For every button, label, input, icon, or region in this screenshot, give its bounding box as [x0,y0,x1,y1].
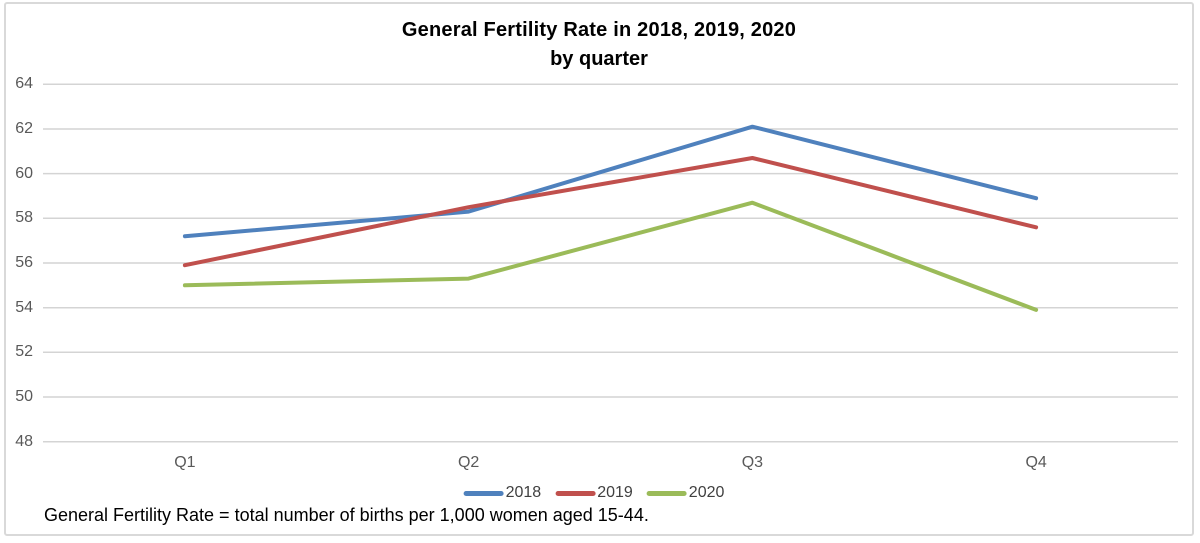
chart-subtitle: by quarter [550,48,648,70]
chart-footnote: General Fertility Rate = total number of… [44,505,649,525]
series-line-2018 [182,124,1039,239]
x-tick-label-Q2: Q2 [457,454,480,471]
y-tick-label-48: 48 [15,432,33,450]
title-block: General Fertility Rate in 2018, 2019, 20… [0,15,1198,74]
y-tick-label-54: 54 [15,298,33,316]
series-line-2019 [182,156,1039,268]
legend-label-2019: 2019 [597,484,633,501]
y-tick-label-62: 62 [15,119,33,137]
legend-label-2018: 2018 [505,484,542,501]
chart-title: General Fertility Rate in 2018, 2019, 20… [401,19,797,41]
x-tick-label-Q3: Q3 [741,454,764,471]
legend-line-swatch-2020 [646,490,687,496]
legend-item-2019: 2019 [555,485,633,501]
legend-item-2020: 2020 [646,484,725,501]
x-tick-label-Q1: Q1 [174,454,196,471]
legend-item-2018: 2018 [463,484,542,501]
series-line-2020 [182,200,1039,312]
y-tick-label-56: 56 [15,254,33,271]
legend: 2018 2019 2020 [463,484,725,501]
y-tick-label-50: 50 [15,388,33,406]
legend-label-2020: 2020 [688,484,725,501]
legend-line-swatch-2019 [555,490,596,496]
y-tick-label-64: 64 [15,75,33,93]
y-tick-label-58: 58 [15,209,33,227]
legend-line-swatch-2018 [463,490,504,496]
chart-frame [4,2,1194,536]
y-tick-label-52: 52 [15,343,33,361]
y-tick-label-60: 60 [15,164,33,182]
x-tick-label-Q4: Q4 [1025,454,1047,471]
